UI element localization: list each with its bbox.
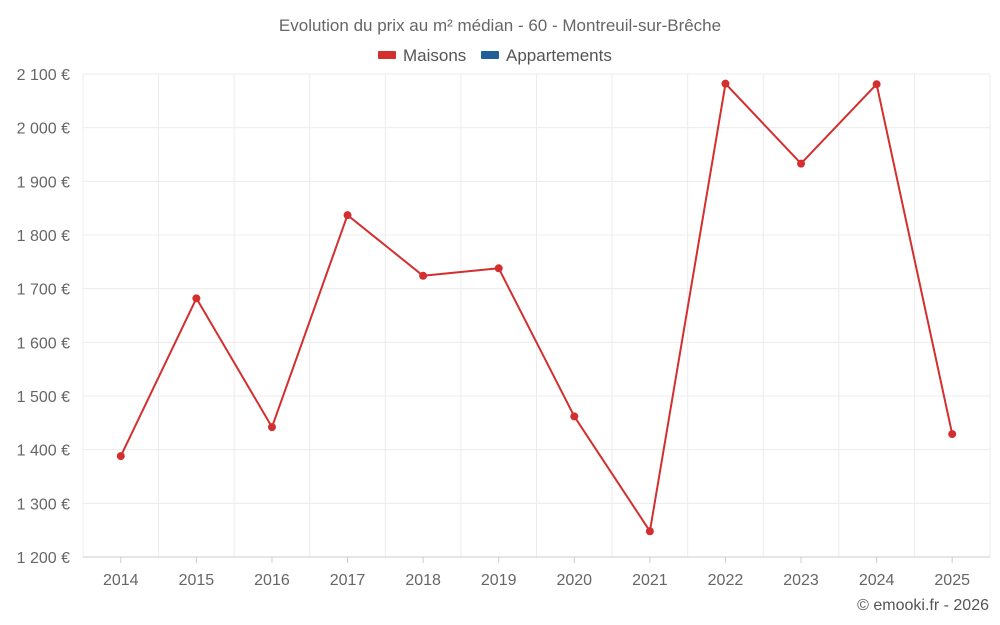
data-point-maisons-2018[interactable] [419,271,428,280]
legend-swatch-appartements [481,51,499,59]
legend-label-maisons: Maisons [403,46,466,65]
data-point-maisons-2016[interactable] [267,423,276,432]
x-tick-label: 2018 [405,572,441,589]
y-tick-label: 1 500 € [17,389,70,406]
data-point-maisons-2022[interactable] [721,79,730,88]
x-tick-label: 2019 [481,572,517,589]
chart-title: Evolution du prix au m² médian - 60 - Mo… [279,16,721,35]
data-point-maisons-2020[interactable] [570,412,579,421]
data-point-maisons-2024[interactable] [872,80,881,89]
y-tick-label: 1 400 € [17,443,70,460]
x-tick-label: 2022 [708,572,744,589]
y-tick-label: 1 600 € [17,335,70,352]
y-tick-label: 1 700 € [17,282,70,299]
grid [82,73,991,557]
y-tick-label: 1 900 € [17,174,70,191]
x-tick-label: 2025 [934,572,970,589]
x-tick-label: 2021 [632,572,668,589]
legend-swatch-maisons [378,51,396,59]
y-axis: 1 200 € 1 300 € 1 400 € 1 500 € 1 600 € 1 700… [17,67,70,567]
x-tick-label: 2014 [103,572,139,589]
legend-label-appartements: Appartements [506,46,612,65]
x-tick-label: 2016 [254,572,290,589]
series-line-maisons [119,82,954,533]
y-tick-label: 2 000 € [17,121,70,138]
data-point-maisons-2014[interactable] [116,452,125,461]
data-point-maisons-2021[interactable] [645,527,654,536]
data-point-maisons-2019[interactable] [494,264,503,273]
series [116,79,957,536]
y-tick-label: 1 300 € [17,496,70,513]
legend: Maisons Appartements [378,46,612,65]
legend-item-maisons[interactable]: Maisons [378,46,466,65]
legend-item-appartements[interactable]: Appartements [481,46,612,65]
data-point-maisons-2017[interactable] [343,211,352,220]
x-tick-label: 2017 [330,572,366,589]
y-tick-label: 1 800 € [17,228,70,245]
x-axis: 2014 2015 2016 2017 2018 2019 2020 2021 2022 2023… [83,556,990,589]
y-tick-label: 1 200 € [17,550,70,567]
credit-text: © emooki.fr - 2026 [857,597,989,614]
x-tick-label: 2015 [179,572,215,589]
data-point-maisons-2015[interactable] [192,294,201,303]
data-point-maisons-2025[interactable] [948,430,957,439]
y-tick-label: 2 100 € [17,67,70,84]
x-tick-label: 2020 [556,572,592,589]
data-point-maisons-2023[interactable] [797,159,806,168]
x-tick-label: 2024 [859,572,895,589]
x-tick-label: 2023 [783,572,819,589]
